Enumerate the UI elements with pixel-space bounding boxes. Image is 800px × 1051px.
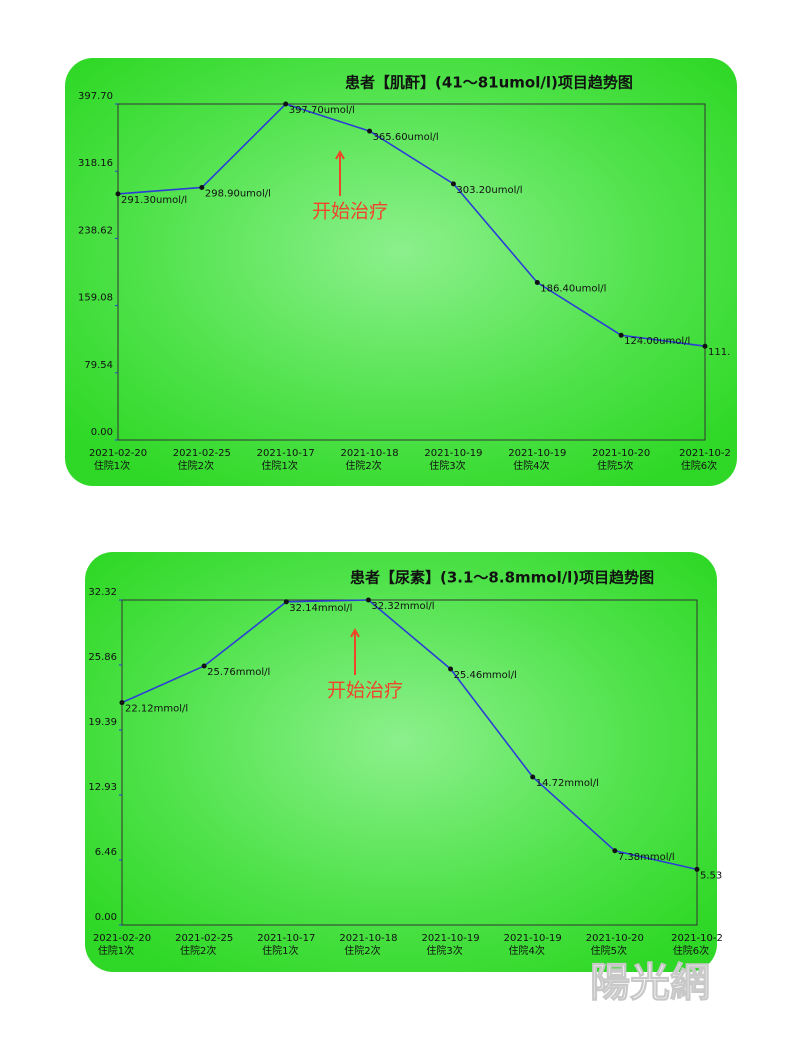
- chart-title: 患者【尿素】(3.1～8.8mmol/l)项目趋势图: [350, 569, 654, 587]
- x-tick-sublabel: 住院3次: [429, 459, 465, 472]
- x-tick-sublabel: 住院2次: [344, 944, 380, 957]
- data-point: [283, 101, 289, 107]
- annotation-arrowhead: [350, 627, 360, 638]
- x-tick-sublabel: 住院5次: [597, 459, 633, 472]
- screen-panel: [85, 552, 717, 972]
- x-tick-label: 2021-10-2: [671, 933, 723, 944]
- data-point: [199, 184, 205, 190]
- data-point: [201, 663, 207, 669]
- value-label: 32.14mmol/l: [289, 603, 352, 614]
- data-point: [367, 128, 373, 134]
- x-tick-label: 2021-10-2: [679, 448, 731, 459]
- y-tick-label: 397.70: [78, 91, 113, 102]
- x-tick-sublabel: 住院4次: [509, 944, 545, 957]
- x-tick-sublabel: 住院6次: [673, 944, 709, 957]
- x-tick-sublabel: 住院1次: [94, 459, 130, 472]
- value-label: 303.20umol/l: [456, 185, 522, 196]
- data-line: [121, 599, 698, 871]
- x-tick-sublabel: 住院1次: [262, 459, 298, 472]
- x-tick-label: 2021-10-19: [424, 448, 482, 459]
- data-point: [283, 599, 289, 605]
- value-label: 25.76mmol/l: [207, 667, 270, 678]
- x-tick-label: 2021-02-20: [93, 933, 151, 944]
- value-label: 298.90umol/l: [205, 188, 271, 199]
- x-tick-sublabel: 住院6次: [681, 459, 717, 472]
- value-label: 25.46mmol/l: [454, 670, 517, 681]
- x-tick-sublabel: 住院1次: [98, 944, 134, 957]
- plot-frame: [121, 599, 698, 926]
- x-tick-label: 2021-10-20: [586, 933, 644, 944]
- x-tick-label: 2021-02-25: [173, 448, 231, 459]
- y-tick-label: 32.32: [88, 587, 117, 598]
- x-tick-label: 2021-02-20: [89, 448, 147, 459]
- data-point: [618, 332, 624, 338]
- annotation: 开始治疗: [312, 201, 388, 223]
- x-tick-sublabel: 住院2次: [178, 459, 214, 472]
- y-tick-label: 0.00: [91, 427, 113, 438]
- value-label: 397.70umol/l: [289, 105, 355, 116]
- screen-panel: [65, 58, 737, 486]
- data-line: [117, 103, 706, 348]
- y-tick-label: 79.54: [84, 360, 113, 371]
- value-label: 14.72mmol/l: [536, 778, 599, 789]
- x-tick-label: 2021-10-17: [257, 933, 315, 944]
- y-tick-label: 318.16: [78, 158, 113, 169]
- x-tick-label: 2021-10-19: [422, 933, 480, 944]
- x-tick-sublabel: 住院1次: [262, 944, 298, 957]
- y-tick-label: 12.93: [88, 782, 117, 793]
- x-tick-label: 2021-10-17: [257, 448, 315, 459]
- y-tick-label: 0.00: [95, 912, 117, 923]
- plot-frame: [117, 103, 706, 441]
- data-point: [448, 666, 454, 672]
- x-tick-label: 2021-10-18: [341, 448, 399, 459]
- annotation: 开始治疗: [327, 680, 403, 702]
- y-tick-label: 6.46: [95, 847, 117, 858]
- value-label: 124.00umol/l: [624, 336, 690, 347]
- x-tick-sublabel: 住院2次: [180, 944, 216, 957]
- x-tick-sublabel: 住院5次: [591, 944, 627, 957]
- data-point: [694, 866, 700, 872]
- chart-title: 患者【肌酐】(41～81umol/l)项目趋势图: [345, 74, 633, 92]
- value-label: 365.60umol/l: [373, 132, 439, 143]
- x-tick-label: 2021-10-18: [339, 933, 397, 944]
- y-tick-label: 159.08: [78, 293, 113, 304]
- annotation-arrowhead: [335, 149, 345, 160]
- watermark: 陽光網: [590, 960, 710, 1006]
- x-tick-sublabel: 住院4次: [513, 459, 549, 472]
- data-point: [702, 343, 708, 349]
- x-tick-label: 2021-10-19: [508, 448, 566, 459]
- value-label: 186.40umol/l: [540, 284, 606, 295]
- value-label: 5.53: [700, 870, 722, 881]
- data-point: [450, 181, 456, 187]
- x-tick-sublabel: 住院3次: [426, 944, 462, 957]
- data-point: [119, 700, 125, 706]
- value-label: 111.: [708, 347, 730, 358]
- value-label: 22.12mmol/l: [125, 704, 188, 715]
- data-point: [365, 597, 371, 603]
- y-tick-label: 19.39: [88, 717, 117, 728]
- data-point: [530, 774, 536, 780]
- x-tick-label: 2021-10-19: [504, 933, 562, 944]
- x-tick-label: 2021-02-25: [175, 933, 233, 944]
- y-tick-label: 238.62: [78, 225, 113, 236]
- value-label: 32.32mmol/l: [371, 601, 434, 612]
- data-point: [612, 848, 618, 854]
- data-point: [534, 280, 540, 286]
- x-tick-label: 2021-10-20: [592, 448, 650, 459]
- data-point: [115, 191, 121, 197]
- y-tick-label: 25.86: [88, 652, 117, 663]
- value-label: 7.38mmol/l: [618, 852, 675, 863]
- x-tick-sublabel: 住院2次: [345, 459, 381, 472]
- value-label: 291.30umol/l: [121, 195, 187, 206]
